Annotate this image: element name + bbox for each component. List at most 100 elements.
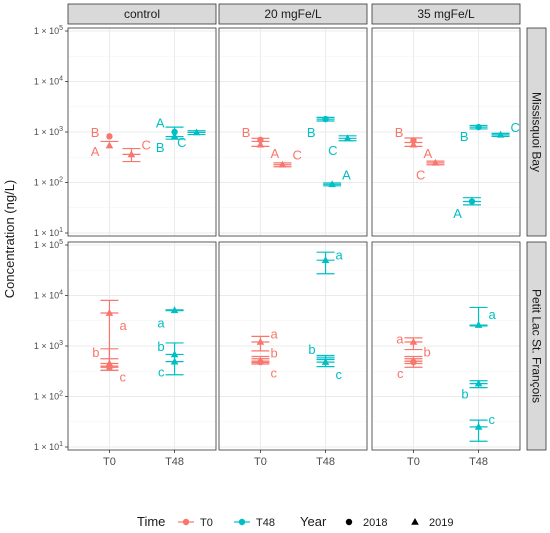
- data-point-2019: [409, 338, 418, 345]
- data-point-2018: [410, 137, 417, 144]
- group-letter-label: B: [460, 129, 469, 144]
- group-letter-label: c: [336, 367, 343, 382]
- data-point-2019: [127, 150, 136, 158]
- panel-border: [218, 241, 368, 451]
- group-letter-label: A: [453, 206, 462, 221]
- facet-strip-label: 20 mgFe/L: [264, 7, 322, 21]
- facet-strip-0: [67, 3, 217, 25]
- group-letter-label: a: [270, 327, 278, 342]
- data-point-2019: [321, 358, 330, 365]
- legend-time-label: T0: [200, 517, 213, 529]
- marks-layer: [100, 115, 510, 442]
- group-letter-label: b: [423, 344, 430, 359]
- group-letter-label: C: [416, 167, 425, 182]
- group-letter-label: c: [397, 366, 404, 381]
- data-point-2018: [257, 358, 264, 366]
- x-tick-label: T0: [407, 456, 420, 468]
- data-point-2019: [431, 158, 440, 166]
- legend-time-label: T48: [256, 517, 275, 529]
- legend-year-key-triangle: [411, 518, 419, 525]
- group-letter-label: C: [511, 120, 520, 135]
- labels-layer: Concentration (ng/L)BA CAB CBA CBCABACBCAab…: [2, 115, 520, 427]
- group-letter-label: B: [307, 125, 316, 140]
- facet-strip-label: 35 mgFe/L: [417, 7, 475, 21]
- y-tick-label: 1 × 105: [34, 25, 63, 36]
- data-point-2019: [192, 128, 201, 136]
- data-point-2018: [257, 136, 264, 144]
- data-point-2019: [474, 321, 483, 328]
- row-strip-0: [526, 27, 547, 237]
- data-point-2019: [278, 160, 287, 168]
- facet-strip-label: control: [124, 7, 160, 21]
- group-letter-label: A: [423, 146, 432, 161]
- legend-year-title: Year: [300, 514, 327, 529]
- data-point-2018: [106, 133, 113, 140]
- data-point-2018: [468, 198, 476, 205]
- legend-time-key-dot: [182, 518, 190, 526]
- group-letter-label: A: [156, 115, 165, 130]
- data-point-2019: [170, 350, 179, 358]
- data-point-2019: [170, 357, 179, 365]
- legend-year-label: 2018: [363, 517, 387, 529]
- data-point-2019: [343, 134, 352, 142]
- y-tick-label: 1 × 102: [34, 391, 63, 402]
- legend-time-title: Time: [137, 514, 165, 529]
- y-tick-label: 1 × 104: [34, 290, 63, 301]
- group-letter-label: C: [292, 147, 301, 162]
- legend: Time T0 T48 Year 2018 2019: [137, 514, 453, 529]
- group-letter-label: a: [396, 332, 404, 347]
- group-letter-label: b: [270, 346, 277, 361]
- group-letter-label: c: [489, 412, 496, 427]
- y-tick-label: 1 × 105: [34, 239, 63, 250]
- x-tick-label: T48: [165, 456, 184, 468]
- group-letter-label: A: [91, 144, 100, 159]
- panel-border: [371, 27, 521, 237]
- group-letter-label: b: [308, 342, 315, 357]
- group-letter-label: a: [157, 316, 165, 331]
- x-tick-label: T48: [316, 456, 335, 468]
- x-tick-label: T48: [469, 456, 488, 468]
- group-letter-label: b: [461, 386, 468, 401]
- data-point-2019: [256, 140, 265, 148]
- data-point-2019: [474, 379, 483, 387]
- facet-strip-2: [371, 3, 521, 25]
- data-point-2018: [171, 128, 178, 136]
- y-tick-label: 1 × 104: [34, 76, 63, 87]
- y-tick-label: 1 × 103: [34, 340, 63, 351]
- data-point-2018: [475, 123, 482, 131]
- group-letter-label: b: [92, 345, 99, 360]
- group-letter-label: C: [177, 135, 186, 150]
- data-point-2018: [322, 115, 329, 123]
- data-point-2018: [410, 358, 417, 366]
- group-letter-label: A: [342, 167, 351, 182]
- y-tick-label: 1 × 103: [34, 126, 63, 137]
- row-strip-label: Petit Lac St. François: [530, 289, 544, 403]
- group-letter-label: B: [395, 125, 404, 140]
- group-letter-label: c: [119, 369, 126, 384]
- group-letter-label: c: [158, 365, 165, 380]
- panel-border: [371, 241, 521, 451]
- facet-strip-1: [218, 3, 368, 25]
- group-letter-label: C: [328, 143, 337, 158]
- panel-border: [218, 27, 368, 237]
- row-strip-label: Missisquoi Bay: [530, 92, 544, 172]
- data-point-2019: [105, 359, 114, 367]
- data-point-2019: [321, 256, 330, 264]
- legend-year-key-circle: [345, 518, 353, 526]
- y-tick-label: 1 × 101: [34, 227, 63, 238]
- data-point-2019: [105, 141, 114, 149]
- y-tick-label: 1 × 101: [34, 441, 63, 452]
- group-letter-label: C: [141, 138, 150, 153]
- x-tick-label: T0: [254, 456, 267, 468]
- y-tick-label: 1 × 102: [34, 177, 63, 188]
- group-letter-label: a: [336, 247, 344, 262]
- group-letter-label: B: [91, 125, 100, 140]
- group-letter-label: A: [270, 146, 279, 161]
- group-letter-label: B: [156, 140, 165, 155]
- data-point-2019: [170, 132, 179, 140]
- row-strip-1: [526, 241, 547, 451]
- x-tick-label: T0: [103, 456, 116, 468]
- group-letter-label: a: [119, 318, 127, 333]
- y-axis-title: Concentration (ng/L): [2, 180, 17, 299]
